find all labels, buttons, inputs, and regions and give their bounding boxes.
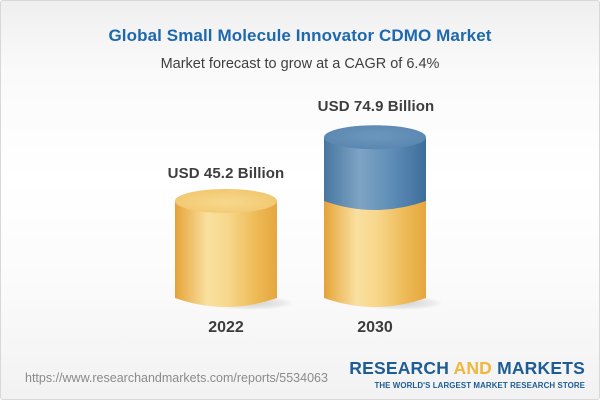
logo-word-markets: MARKETS [497, 358, 585, 378]
logo-wordmark: RESEARCH AND MARKETS [349, 358, 585, 378]
bar-top-2030 [324, 125, 426, 150]
value-label-2022: USD 45.2 Billion [167, 165, 285, 182]
bar-segment-gold-2030 [324, 201, 426, 307]
logo-tagline: THE WORLD'S LARGEST MARKET RESEARCH STOR… [374, 380, 585, 390]
value-label-2030: USD 74.9 Billion [317, 98, 435, 115]
axis-label-2022: 2022 [208, 319, 244, 336]
report-url: https://www.researchandmarkets.com/repor… [25, 371, 328, 385]
axis-label-2030: 2030 [357, 319, 393, 336]
logo-word-research: RESEARCH [349, 358, 450, 378]
page-subtitle: Market forecast to grow at a CAGR of 6.4… [160, 56, 440, 72]
page-title: Global Small Molecule Innovator CDMO Mar… [108, 26, 492, 45]
bar-top-2022 [175, 189, 277, 214]
bar-segment-gold-2022 [175, 201, 277, 307]
bar-segment-blue-2030 [324, 137, 426, 211]
research-and-markets-logo: RESEARCH AND MARKETS THE WORLD'S LARGEST… [349, 358, 585, 390]
logo-word-and: AND [453, 358, 492, 378]
bars-layer [175, 125, 443, 310]
